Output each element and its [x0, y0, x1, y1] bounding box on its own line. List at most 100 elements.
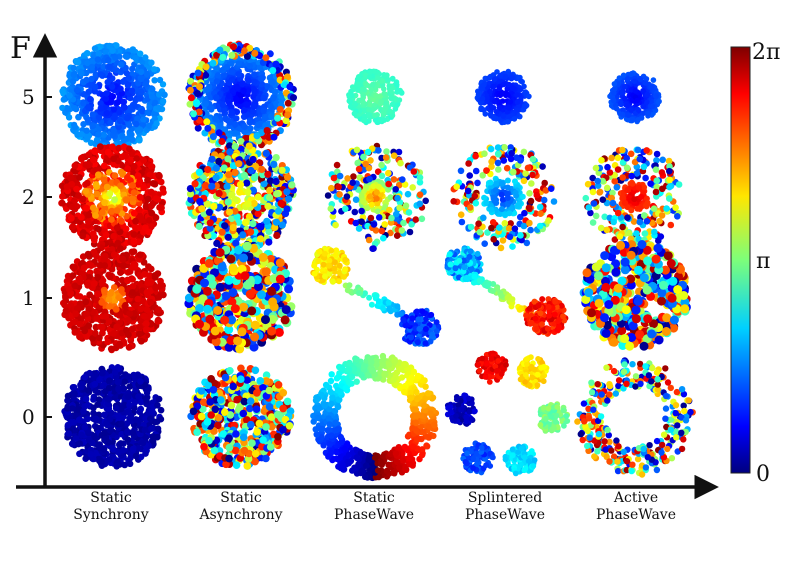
particle	[347, 98, 354, 105]
particle	[112, 305, 120, 313]
particle	[212, 164, 220, 172]
particle	[263, 217, 271, 225]
particle	[243, 179, 251, 187]
particle	[514, 99, 521, 105]
particle	[489, 219, 497, 226]
particle	[614, 166, 622, 173]
particle	[224, 233, 232, 241]
particle	[269, 67, 277, 74]
particle	[59, 193, 66, 200]
particle	[217, 122, 224, 129]
particle	[129, 325, 137, 333]
particle	[142, 54, 149, 61]
particle	[378, 227, 386, 235]
particle	[87, 82, 94, 89]
particle	[324, 192, 332, 199]
particle	[584, 180, 592, 188]
particle	[491, 99, 498, 105]
particle	[144, 176, 151, 184]
particle	[509, 85, 516, 91]
particle	[284, 111, 292, 119]
particle	[354, 87, 361, 93]
particle	[416, 174, 424, 181]
particle	[490, 84, 496, 90]
particle	[91, 83, 99, 91]
particle	[663, 205, 670, 212]
particle	[480, 214, 487, 222]
particle	[545, 217, 552, 224]
particle	[136, 251, 144, 259]
particle	[270, 94, 277, 102]
particle	[187, 77, 195, 85]
particle	[195, 222, 203, 230]
particle	[134, 127, 142, 134]
particle	[282, 117, 290, 125]
particle	[120, 137, 127, 144]
particle	[124, 115, 131, 122]
particle	[82, 187, 90, 195]
particle	[283, 188, 291, 196]
particle	[89, 122, 96, 130]
particle	[635, 117, 641, 123]
particle	[240, 171, 249, 179]
particle	[347, 104, 354, 110]
particle	[491, 76, 498, 83]
particle	[73, 185, 80, 193]
particle	[504, 119, 511, 125]
particle	[130, 238, 138, 246]
particle	[382, 154, 390, 161]
particle	[666, 167, 673, 175]
particle	[194, 124, 202, 132]
particle	[416, 191, 424, 198]
particle	[474, 179, 481, 187]
particle	[89, 156, 97, 164]
particle	[598, 157, 605, 164]
particle	[88, 63, 96, 71]
particle	[159, 98, 167, 105]
particle	[73, 86, 81, 94]
particle	[152, 284, 160, 292]
particle	[286, 83, 294, 91]
panel-grid	[58, 40, 696, 482]
particle	[190, 110, 197, 118]
particle	[81, 327, 89, 335]
particle	[540, 196, 548, 204]
particle	[228, 51, 236, 59]
particle	[399, 176, 406, 183]
particle	[457, 211, 465, 218]
particle	[493, 180, 500, 187]
particle	[624, 214, 631, 221]
particle	[58, 199, 66, 207]
particle	[352, 219, 360, 227]
particle	[599, 196, 607, 203]
particle	[487, 111, 494, 118]
particle	[613, 184, 621, 191]
particle	[370, 245, 377, 252]
particle	[505, 225, 513, 232]
particle	[487, 88, 493, 95]
particle	[63, 183, 71, 191]
particle	[272, 154, 280, 162]
particle	[229, 68, 236, 75]
particle	[610, 97, 617, 104]
particle	[241, 123, 248, 131]
particle	[125, 74, 132, 82]
particle	[91, 45, 99, 52]
particle	[592, 212, 600, 220]
particle	[388, 95, 395, 102]
particle	[492, 187, 499, 194]
particle	[92, 181, 100, 188]
particle	[527, 226, 534, 234]
particle	[126, 121, 133, 129]
particle	[501, 220, 509, 227]
particle	[472, 152, 479, 160]
particle	[109, 47, 116, 54]
particle	[466, 172, 474, 179]
panel-f5-static-synchrony	[59, 42, 168, 152]
particle	[273, 231, 281, 240]
particle	[495, 151, 502, 158]
particle	[244, 52, 251, 60]
particle	[358, 218, 365, 225]
particle	[194, 90, 201, 97]
particle	[82, 298, 90, 306]
